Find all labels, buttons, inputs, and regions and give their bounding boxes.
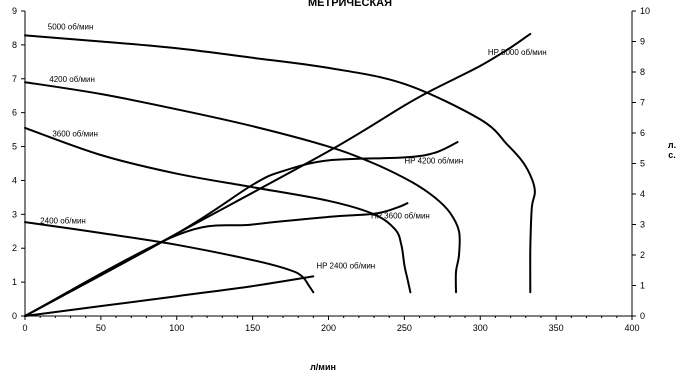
x-tick-label: 400 (624, 323, 639, 333)
x-tick-label: 150 (245, 323, 260, 333)
curve-label-3: 2400 об/мин (40, 216, 86, 225)
curve-label-4: HP 5000 об/мин (488, 48, 547, 57)
y-right-tick-label: 3 (640, 220, 645, 230)
curve-label-5: HP 4200 об/мин (404, 157, 463, 166)
series-line-7 (24, 275, 315, 317)
series-line-0 (24, 34, 536, 294)
curves (24, 32, 536, 317)
y-right-tick-label: 7 (640, 98, 645, 108)
curve-labels: 5000 об/мин 4200 об/мин 3600 об/мин 2400 об… (40, 23, 547, 271)
y-left-tick-label: 2 (12, 243, 17, 253)
y-right-tick-label: 8 (640, 67, 645, 77)
y-right-tick-label: 0 (640, 311, 645, 321)
x-tick-label: 200 (321, 323, 336, 333)
y-left-tick-label: 1 (12, 277, 17, 287)
x-tick-label: 300 (473, 323, 488, 333)
y-right-tick-label: 2 (640, 250, 645, 260)
y-left-tick-label: 7 (12, 74, 17, 84)
y-right-tick-label: 6 (640, 128, 645, 138)
y-left-tick-label: 4 (12, 175, 17, 185)
curve-label-6: HP 3600 об/мин (371, 211, 430, 220)
series-line-6 (24, 202, 409, 317)
series-line-3 (24, 221, 315, 294)
curve-label-7: HP 2400 об/мин (316, 262, 375, 271)
y-left-tick-label: 5 (12, 142, 17, 152)
y-right-tick-label: 1 (640, 281, 645, 291)
series-line-5 (24, 141, 459, 317)
y-left-tick-label: 3 (12, 209, 17, 219)
x-axis-label: л/мин (310, 362, 336, 372)
y-left-tick-label: 8 (12, 40, 17, 50)
curve-label-1: 4200 об/мин (49, 75, 95, 84)
x-tick-label: 350 (549, 323, 564, 333)
curve-label-2: 3600 об/мин (52, 129, 98, 138)
series-line-2 (24, 126, 412, 294)
y-right-tick-label: 4 (640, 189, 645, 199)
y-left-tick-label: 6 (12, 108, 17, 118)
y-right-axis-label: л. с. (668, 140, 676, 160)
y-left-tick-label: 9 (12, 6, 17, 16)
axes: 0 50 100 150 200 250 300 350 4000123456789012345… (12, 6, 650, 333)
x-tick-label: 50 (96, 323, 106, 333)
series-line-1 (24, 81, 461, 294)
y-right-tick-label: 10 (640, 6, 650, 16)
y-left-tick-label: 0 (12, 311, 17, 321)
y-right-tick-label: 5 (640, 159, 645, 169)
x-tick-label: 0 (22, 323, 27, 333)
curve-label-0: 5000 об/мин (48, 23, 94, 32)
x-tick-label: 100 (169, 323, 184, 333)
chart-title: МЕТРИЧЕСКАЯ (308, 0, 392, 9)
x-tick-label: 250 (397, 323, 412, 333)
y-right-tick-label: 9 (640, 37, 645, 47)
